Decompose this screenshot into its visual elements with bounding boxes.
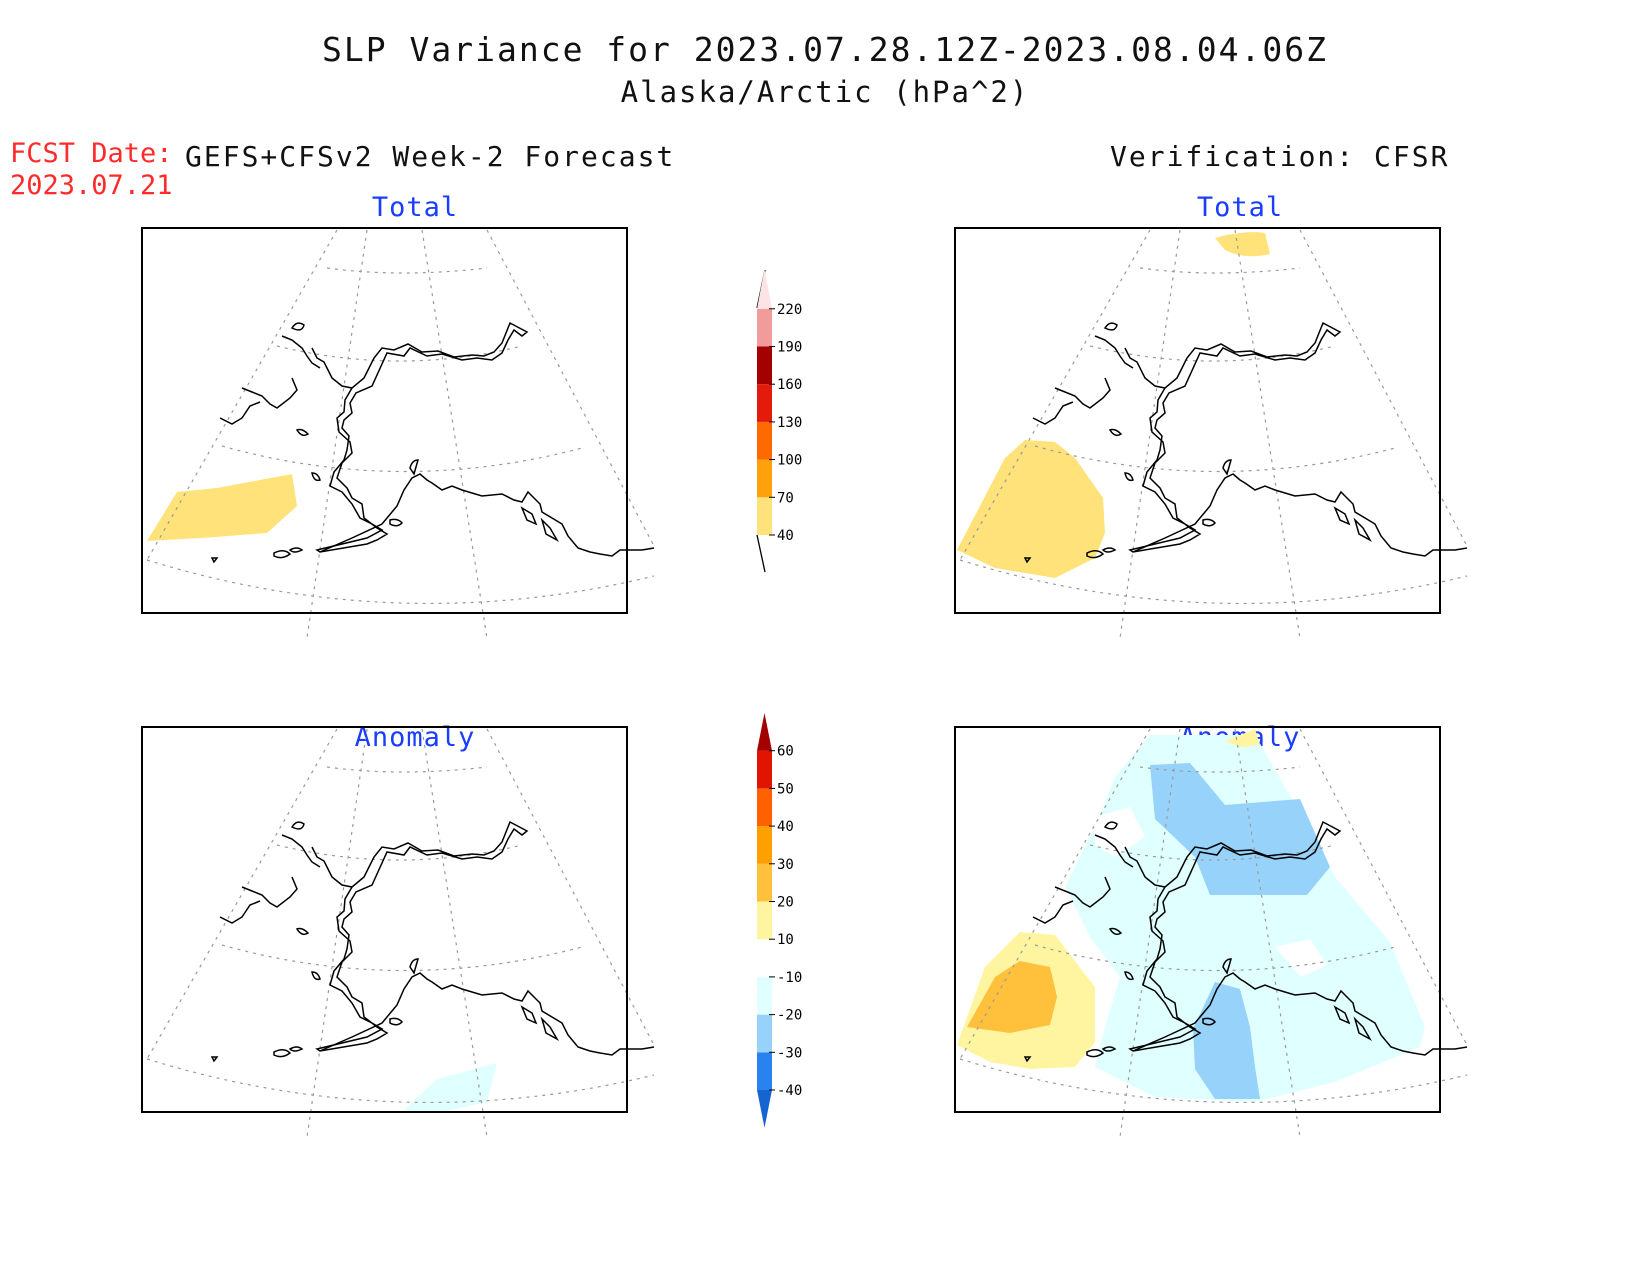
map-panel-forecast-anomaly	[141, 726, 655, 1138]
colorbar-anomaly-label: -20	[777, 1008, 802, 1024]
colorbar-anomaly-label: 30	[777, 857, 794, 873]
colorbar-anomaly-bin	[757, 901, 772, 940]
forecast-date-value: 2023.07.21	[10, 170, 173, 201]
colorbar-total-bin	[757, 269, 772, 309]
map-panel-verification-total	[954, 227, 1468, 639]
map-frame	[141, 726, 628, 1113]
verification-column-title: Verification: CFSR	[1110, 140, 1450, 173]
colorbar-anomaly-label: 20	[777, 895, 794, 911]
colorbar-anomaly-label: 10	[777, 932, 794, 948]
anomaly-region-neutral	[1275, 939, 1327, 977]
panel-title-verification-total: Total	[1196, 192, 1284, 223]
colorbar-anomaly-bin	[757, 788, 772, 827]
colorbar-total-label: 70	[777, 490, 794, 506]
variance-region-40-70	[1215, 232, 1270, 257]
panel-title-forecast-total: Total	[371, 192, 459, 223]
anomaly-region-minus20-minus30	[1193, 982, 1260, 1099]
colorbar-anomaly-bin	[757, 939, 772, 977]
anomaly-region-10-20	[1225, 729, 1260, 747]
map-frame	[141, 227, 628, 614]
anomaly-region-20-30	[967, 961, 1057, 1033]
anomaly-region-neutral	[1095, 807, 1145, 857]
colorbar-total: 40 70 100 130 160 190 220	[756, 269, 802, 573]
colorbar-total-bin	[757, 308, 772, 347]
colorbar-total-bin	[757, 459, 772, 498]
colorbar-anomaly-bin	[757, 1052, 772, 1090]
colorbar-anomaly-bin	[757, 826, 772, 864]
anomaly-region-minus10-minus20	[402, 1063, 497, 1112]
map-frame	[954, 726, 1441, 1113]
colorbar-anomaly-label: -10	[777, 970, 802, 986]
anomaly-region-minus10-minus20	[1065, 735, 1425, 1102]
colorbar-total-label: 100	[777, 453, 802, 469]
colorbar-total-label: 190	[777, 340, 802, 356]
colorbar-anomaly-bin	[757, 750, 772, 789]
colorbar-total-bin	[757, 497, 772, 535]
colorbar-anomaly-label: 60	[777, 744, 794, 760]
variance-region-40-70	[957, 440, 1105, 578]
colorbar-anomaly-bin	[757, 863, 772, 902]
chart-subtitle: Alaska/Arctic (hPa^2)	[620, 75, 1030, 109]
colorbar-anomaly-label: 50	[777, 781, 794, 797]
colorbar-anomaly-bin	[757, 1014, 772, 1053]
colorbar-total-bin	[757, 421, 772, 460]
forecast-date-block: FCST Date: 2023.07.21	[10, 138, 173, 202]
colorbar-anomaly: -40 -30 -20 -10 10 20 30 40 50 60	[757, 713, 802, 1128]
map-panel-verification-anomaly	[954, 726, 1468, 1138]
colorbar-anomaly-bin	[757, 1090, 772, 1128]
colorbar-anomaly-label: 40	[777, 819, 794, 835]
forecast-column-title: GEFS+CFSv2 Week-2 Forecast	[185, 140, 676, 173]
colorbar-anomaly-label: -40	[777, 1083, 802, 1099]
colorbar-total-label: 220	[777, 302, 802, 318]
forecast-date-label: FCST Date:	[10, 138, 173, 169]
colorbar-total-label: 160	[777, 377, 802, 393]
colorbar-anomaly-bin	[757, 713, 772, 751]
colorbar-total-label: 40	[777, 528, 794, 544]
colorbar-anomaly-label: -30	[777, 1045, 802, 1061]
map-frame	[954, 227, 1441, 614]
variance-region-40-70	[147, 474, 297, 541]
colorbar-total-bin	[757, 346, 772, 385]
anomaly-region-minus20-minus30	[1150, 763, 1330, 895]
colorbar-total-label: 130	[777, 415, 802, 431]
chart-title: SLP Variance for 2023.07.28.12Z-2023.08.…	[322, 30, 1328, 69]
colorbar-anomaly-bin	[757, 976, 772, 1015]
map-panel-forecast-total	[141, 227, 655, 639]
colorbar-total-bin	[757, 384, 772, 422]
